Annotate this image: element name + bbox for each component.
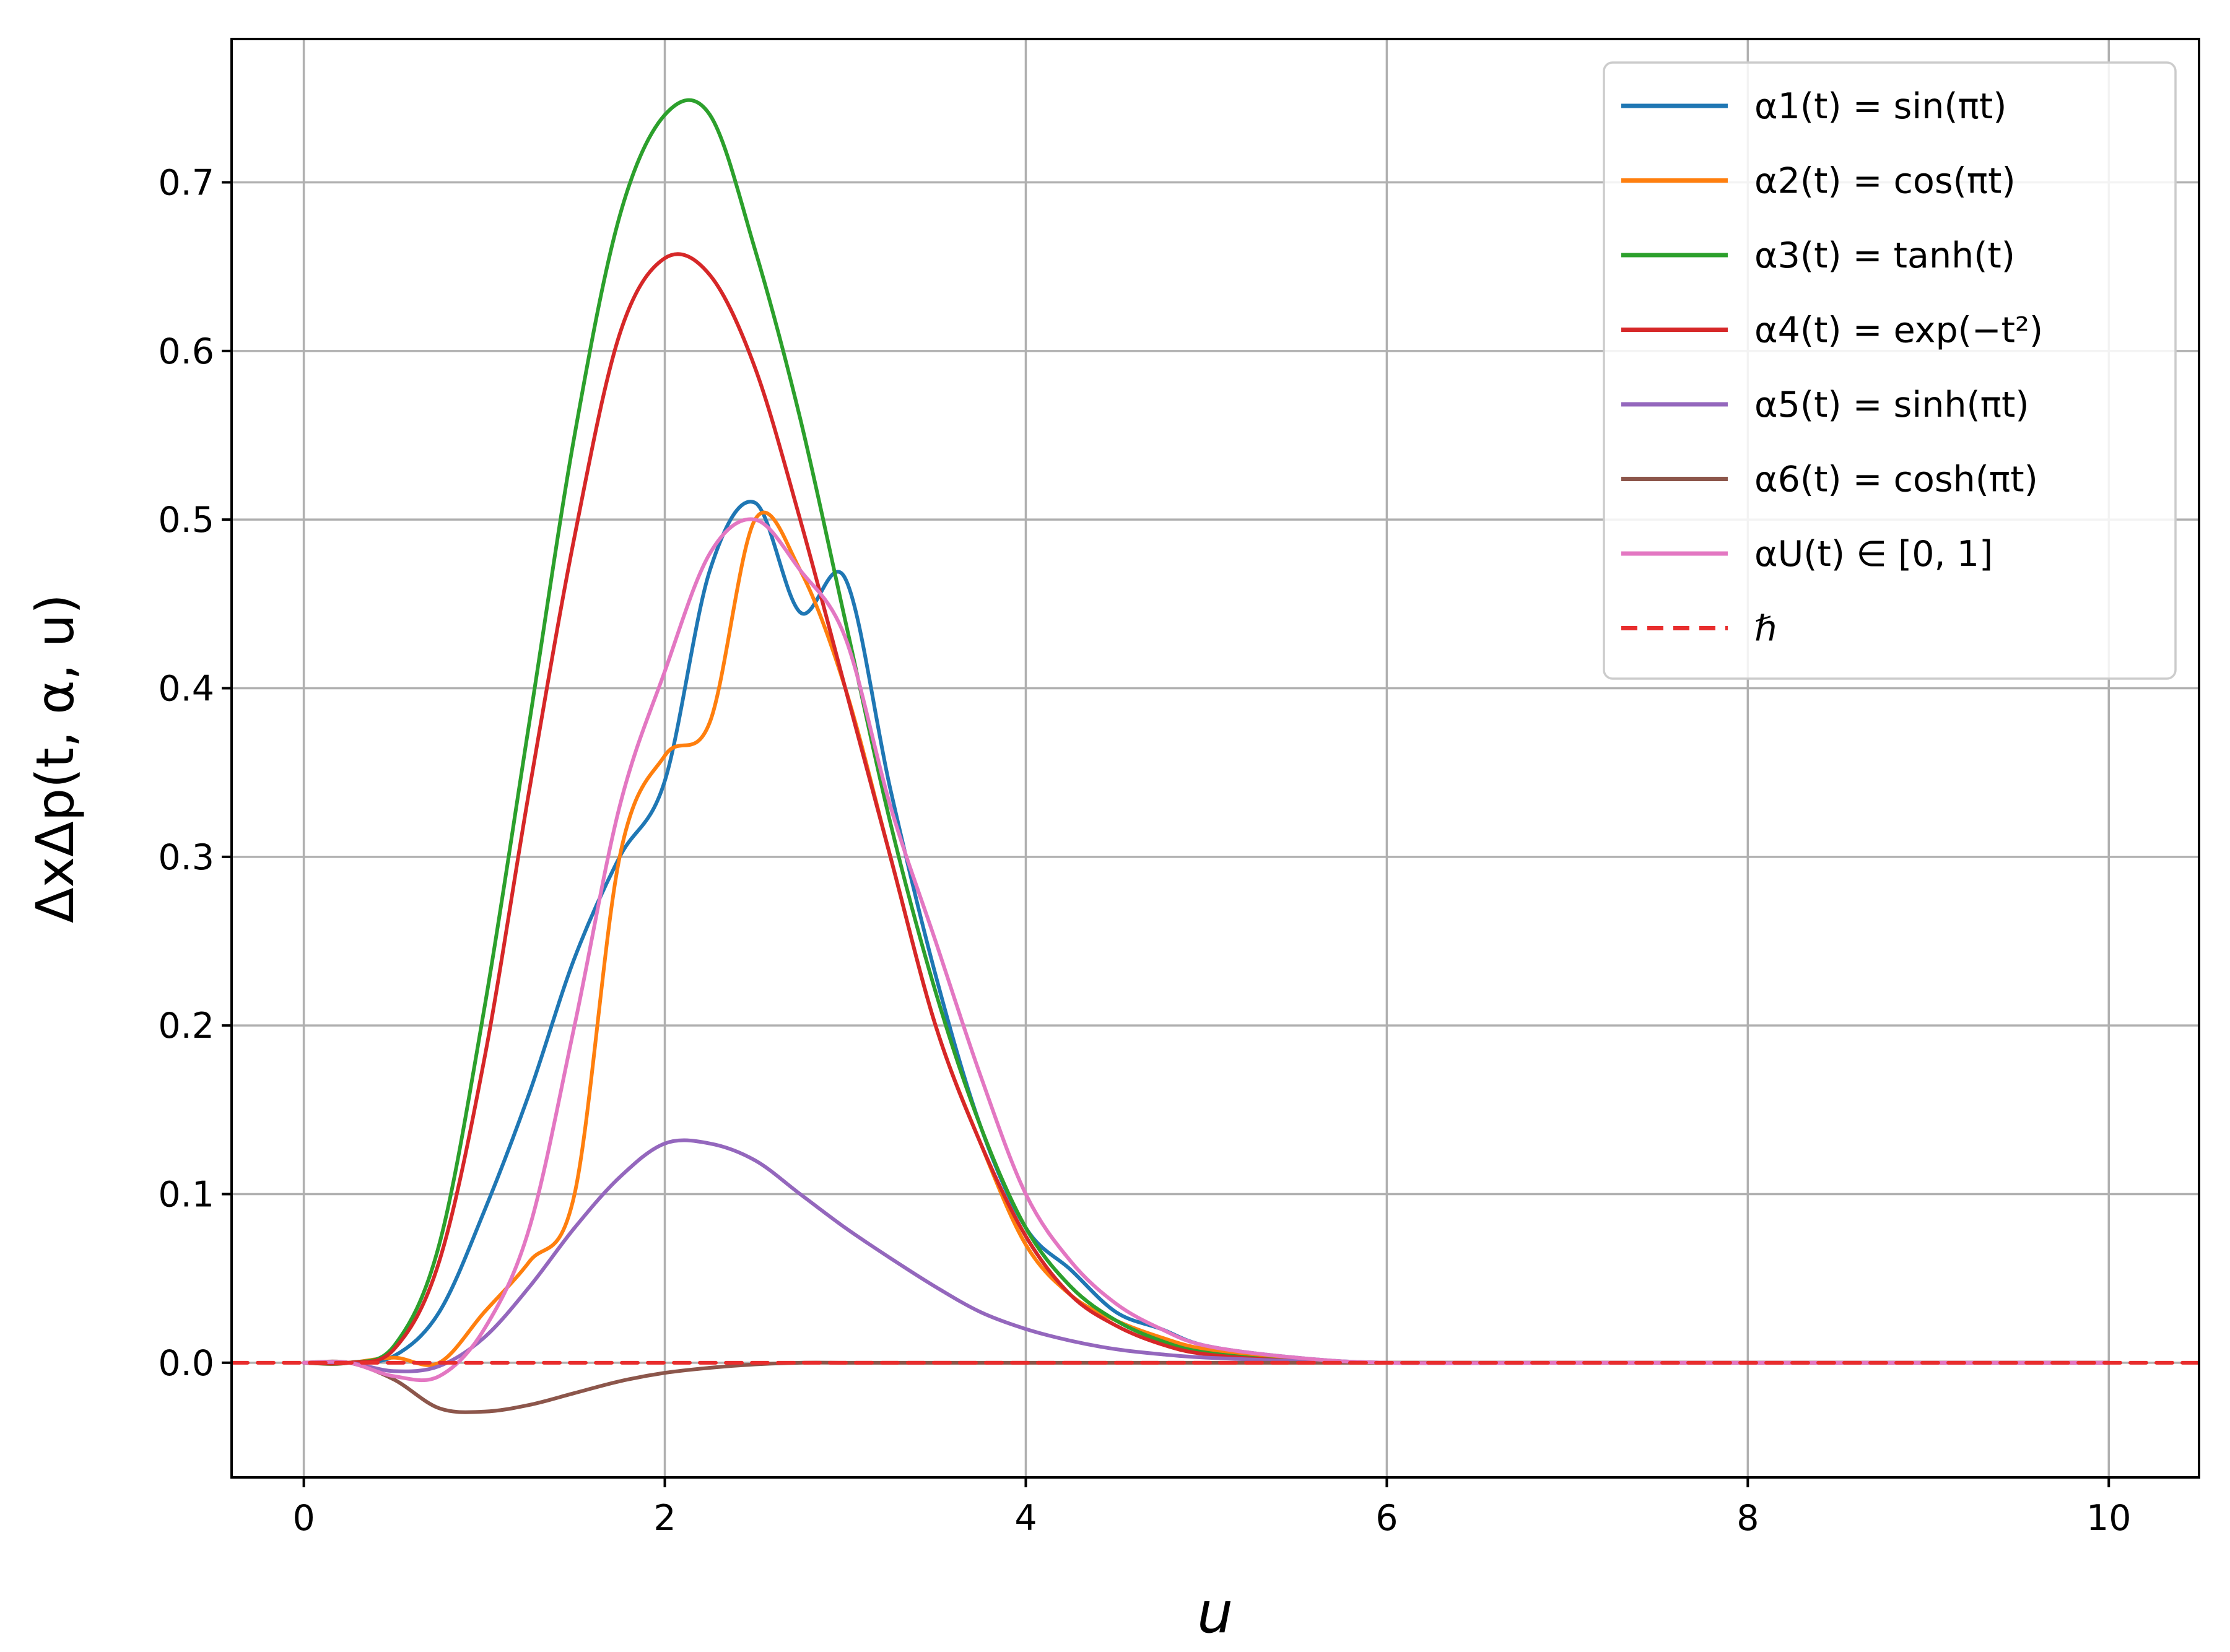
plot-frame: [230, 38, 2200, 1479]
legend-label: α2(t) = cos(πt): [1754, 161, 2016, 202]
legend-label: α4(t) = exp(−t²): [1754, 310, 2043, 351]
legend-label: αU(t) ∈ [0, 1]: [1754, 534, 1993, 575]
grid: [232, 39, 2199, 1477]
legend-label: α5(t) = sinh(πt): [1754, 385, 2029, 425]
legend-label: ℏ: [1754, 609, 1777, 650]
series-group: [230, 98, 2201, 1414]
y-tick-label: 0.1: [158, 1174, 214, 1215]
y-tick-label: 0.7: [158, 162, 214, 203]
legend-label: α1(t) = sin(πt): [1754, 86, 2006, 127]
x-tick-label: 6: [1375, 1498, 1398, 1539]
x-tick-label: 2: [653, 1498, 676, 1539]
ticks: 0 2 4 6 8 10 0.0 0.1 0.2 0.3 0.4 0.5 0.6 0.7: [158, 162, 2131, 1539]
x-tick-label: 4: [1014, 1498, 1037, 1539]
x-tick-label: 8: [1736, 1498, 1759, 1539]
y-axis-title: ΔxΔp(t, α, u): [25, 594, 85, 923]
x-tick-label: 0: [292, 1498, 315, 1539]
y-tick-label: 0.6: [158, 331, 214, 372]
x-tick-label: 10: [2086, 1498, 2132, 1539]
legend-label: α3(t) = tanh(t): [1754, 235, 2015, 276]
legend-label: α6(t) = cosh(πt): [1754, 459, 2038, 500]
x-axis-title: u: [1197, 1580, 1233, 1646]
legend-box: [1603, 61, 2177, 680]
y-tick-label: 0.5: [158, 500, 214, 541]
y-tick-label: 0.3: [158, 837, 214, 878]
y-tick-label: 0.2: [158, 1006, 214, 1046]
y-tick-label: 0.0: [158, 1343, 214, 1384]
y-tick-label: 0.4: [158, 668, 214, 709]
legend: α1(t) = sin(πt) α2(t) = cos(πt) α3(t) = ta…: [1603, 61, 2177, 680]
